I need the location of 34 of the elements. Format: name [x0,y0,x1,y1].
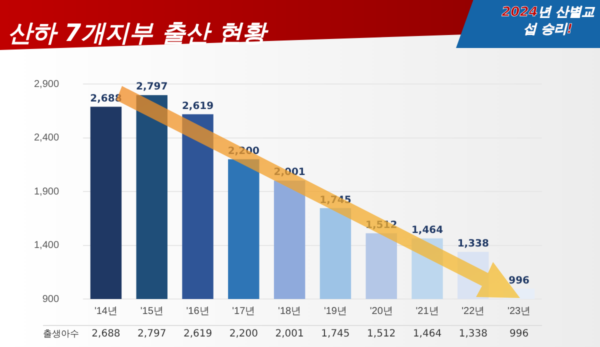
data-label: 2,797 [138,328,166,340]
x-tick-label: '18년 [278,306,302,317]
y-tick-label: 1,400 [34,240,60,251]
text: 2,797 [136,82,168,93]
text: 1,338 [457,238,489,250]
x-tick-label: '22년 [462,306,485,317]
y-tick-label: 2,900 [34,78,60,90]
x-tick-label: '21년 [416,306,439,317]
text: 2024년 산별교섭 승리! [500,4,596,38]
x-tick-label: '15년 [140,306,164,317]
x-tick-label: '23년 [508,306,531,317]
data-label: 1,512 [367,328,396,340]
x-tick-label: '17년 [232,306,256,317]
text: 출생아수 [43,329,80,340]
text: 1,512 [366,220,398,231]
text: 996 [508,275,530,286]
chart-title: 산하 7개지부 출산 현황 [8,18,266,49]
data-label: 2,619 [183,328,212,340]
x-tick-label: '14년 [94,306,118,317]
text: 2,619 [182,100,214,112]
data-label: 2,001 [275,328,304,340]
data-label: 2,200 [229,328,258,340]
data-label: 996 [510,328,529,340]
data-label: 1,745 [321,328,350,340]
text: 1,464 [411,224,444,236]
data-label: 2,688 [92,328,120,340]
y-tick-label: 2,400 [34,132,60,144]
data-label: 1,338 [458,328,488,340]
x-tick-label: '19년 [324,306,347,317]
data-label: 1,464 [412,328,442,340]
y-tick-label: 900 [42,294,60,305]
x-tick-label: '16년 [186,306,210,317]
y-tick-label: 1,900 [34,186,60,198]
x-tick-label: '20년 [370,306,393,317]
